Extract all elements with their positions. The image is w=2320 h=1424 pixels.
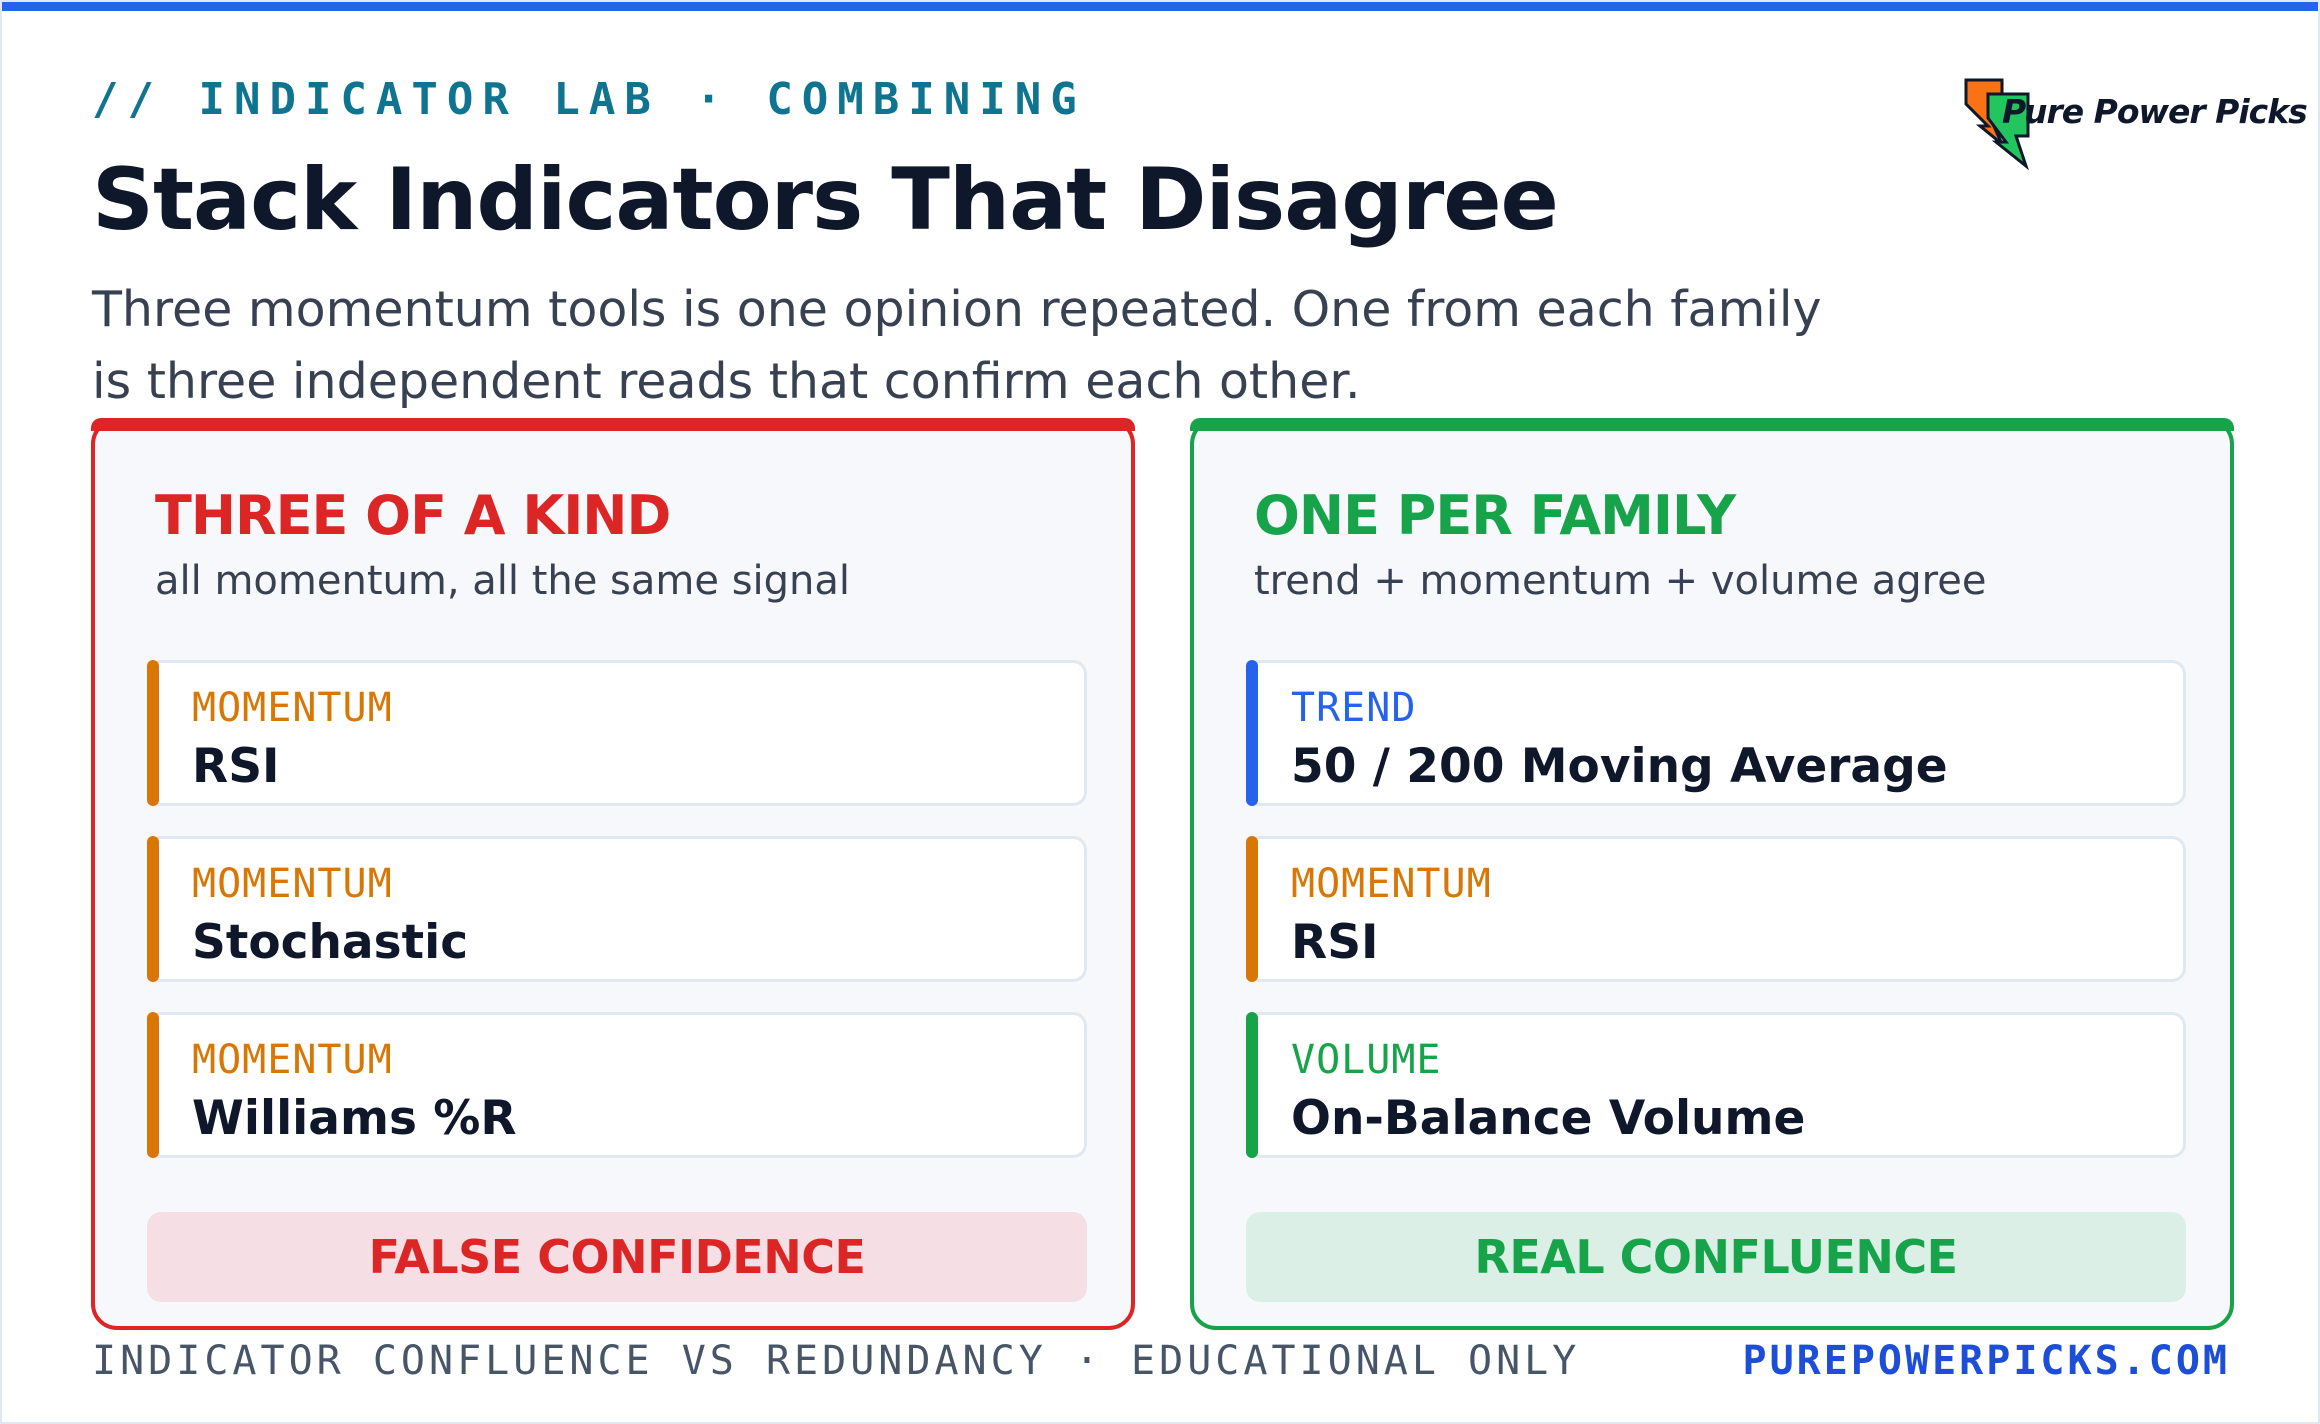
- verdict-real-confluence: REAL CONFLUENCE: [1246, 1212, 2186, 1302]
- indicator-name: 50 / 200 Moving Average: [1291, 739, 1948, 794]
- verdict-false-confidence: FALSE CONFIDENCE: [147, 1212, 1087, 1302]
- indicator-name: RSI: [192, 739, 280, 794]
- indicator-family-label: TREND: [1291, 685, 1417, 731]
- card-accent-bar: [147, 1012, 159, 1158]
- footer-website-link[interactable]: PUREPOWERPICKS.COM: [1742, 1338, 2230, 1384]
- page-subtitle: Three momentum tools is one opinion repe…: [92, 281, 1822, 410]
- indicator-card-rsi: MOMENTUM RSI: [147, 660, 1087, 806]
- indicator-family-label: MOMENTUM: [192, 861, 393, 907]
- card-accent-bar: [147, 836, 159, 982]
- indicator-name: Williams %R: [192, 1091, 517, 1146]
- brand-logo: Pure Power Picks: [1962, 74, 2308, 174]
- footer-caption: INDICATOR CONFLUENCE VS REDUNDANCY · EDU…: [92, 1338, 1581, 1384]
- eyebrow-label: // INDICATOR LAB · COMBINING: [92, 74, 1086, 125]
- indicator-family-label: VOLUME: [1291, 1037, 1442, 1083]
- indicator-name: Stochastic: [192, 915, 469, 970]
- lightning-bolt-icon: [1964, 78, 2030, 171]
- panel-title: THREE OF A KIND: [155, 484, 671, 547]
- panel-top-cap: [91, 418, 1135, 431]
- panel-top-cap: [1190, 418, 2234, 431]
- indicator-card-rsi: MOMENTUM RSI: [1246, 836, 2186, 982]
- indicator-name: On-Balance Volume: [1291, 1091, 1806, 1146]
- panel-subtitle: all momentum, all the same signal: [155, 558, 851, 604]
- indicator-card-stochastic: MOMENTUM Stochastic: [147, 836, 1087, 982]
- brand-logo-text: Pure Power Picks: [2002, 92, 2308, 131]
- indicator-name: RSI: [1291, 915, 1379, 970]
- indicator-card-williams-r: MOMENTUM Williams %R: [147, 1012, 1087, 1158]
- card-accent-bar: [147, 660, 159, 806]
- card-accent-bar: [1246, 836, 1258, 982]
- panel-subtitle: trend + momentum + volume agree: [1254, 558, 1987, 604]
- indicator-family-label: MOMENTUM: [192, 1037, 393, 1083]
- indicator-card-obv: VOLUME On-Balance Volume: [1246, 1012, 2186, 1158]
- indicator-family-label: MOMENTUM: [192, 685, 393, 731]
- panel-title: ONE PER FAMILY: [1254, 484, 1736, 547]
- indicator-family-label: MOMENTUM: [1291, 861, 1492, 907]
- card-accent-bar: [1246, 660, 1258, 806]
- panel-one-per-family: ONE PER FAMILY trend + momentum + volume…: [1190, 418, 2234, 1330]
- card-accent-bar: [1246, 1012, 1258, 1158]
- panel-three-of-a-kind: THREE OF A KIND all momentum, all the sa…: [91, 418, 1135, 1330]
- indicator-card-moving-average: TREND 50 / 200 Moving Average: [1246, 660, 2186, 806]
- top-accent-bar: [2, 2, 2318, 11]
- page-title: Stack Indicators That Disagree: [92, 150, 1559, 250]
